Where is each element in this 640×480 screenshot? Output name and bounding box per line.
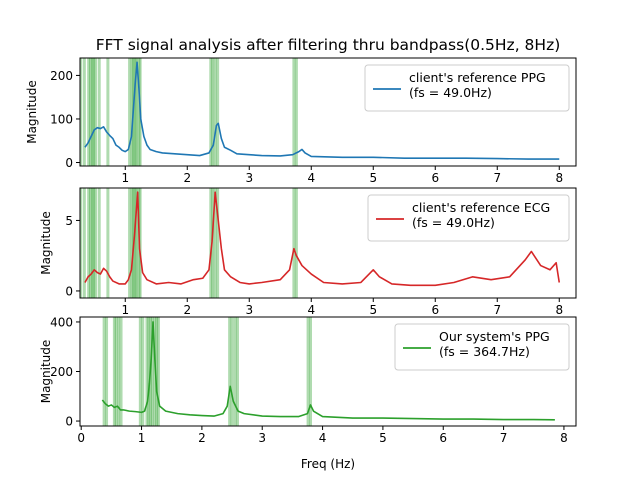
legend: client's reference ECG(fs = 49.0Hz): [367, 194, 570, 242]
axes-frame: [79, 57, 577, 167]
series-line: [84, 191, 561, 287]
y-axis-label: Magnitude: [39, 211, 53, 275]
x-tick-label: 3: [258, 431, 266, 445]
y-tick-label: 0: [65, 156, 73, 170]
legend: client's reference PPG(fs = 49.0Hz): [364, 64, 570, 112]
x-tick-label: 3: [245, 171, 253, 185]
x-tick-label: 4: [319, 431, 327, 445]
x-tick-label: 6: [431, 171, 439, 185]
x-tick-label: 4: [307, 303, 315, 317]
y-tick-label: 200: [50, 69, 73, 83]
y-axis-label: Magnitude: [25, 80, 39, 144]
x-tick-label: 5: [369, 171, 377, 185]
y-tick-label: 400: [50, 315, 73, 329]
y-tick-label: 200: [50, 365, 73, 379]
legend-label: (fs = 49.0Hz): [409, 85, 492, 100]
subplot-2: 1 2 3 4 5 6 7 8 0 5 Magnitude client's reference EC…: [39, 187, 577, 317]
legend-label: client's reference ECG: [412, 200, 550, 215]
peak-band-group: [80, 58, 298, 166]
x-tick-label: 8: [555, 303, 563, 317]
x-tick-label: 2: [183, 171, 191, 185]
peak-band-group: [102, 317, 313, 426]
series-line: [101, 321, 555, 421]
y-tick-label: 100: [50, 112, 73, 126]
x-tick-label: 1: [121, 171, 129, 185]
legend-box: [364, 64, 570, 112]
x-tick-label: 8: [555, 171, 563, 185]
x-tick-label: 7: [493, 303, 501, 317]
legend-label: Our system's PPG: [439, 329, 550, 344]
x-tick-label: 5: [379, 431, 387, 445]
y-tick-label: 0: [65, 284, 73, 298]
x-tick-label: 3: [245, 303, 253, 317]
y-tick-label: 5: [65, 214, 73, 228]
x-tick-label: 8: [560, 431, 568, 445]
x-tick-label: 4: [307, 171, 315, 185]
x-axis-label: Freq (Hz): [301, 457, 355, 471]
x-tick-label: 6: [439, 431, 447, 445]
x-tick-label: 2: [198, 431, 206, 445]
x-tick-label: 7: [500, 431, 508, 445]
x-tick-label: 6: [431, 303, 439, 317]
y-tick-label: 0: [65, 415, 73, 429]
legend: Our system's PPG(fs = 364.7Hz): [394, 323, 570, 371]
subplot-3: 0 1 2 3 4 5 6 7 8 0 200 400 Magnitude Our system's PP…: [39, 315, 577, 445]
x-tick-label: 1: [121, 303, 129, 317]
x-tick-label: 7: [493, 171, 501, 185]
x-tick-label: 0: [77, 431, 85, 445]
peak-band-group: [80, 188, 298, 298]
x-tick-label: 5: [369, 303, 377, 317]
legend-label: (fs = 49.0Hz): [412, 215, 495, 230]
y-axis-label: Magnitude: [39, 340, 53, 404]
x-tick-label: 2: [183, 303, 191, 317]
legend-label: (fs = 364.7Hz): [439, 344, 530, 359]
legend-box: [367, 194, 570, 242]
x-tick-label: 1: [138, 431, 146, 445]
figure-title: FFT signal analysis after filtering thru…: [96, 36, 561, 54]
legend-box: [394, 323, 570, 371]
legend-label: client's reference PPG: [409, 70, 546, 85]
axes-frame: [79, 187, 577, 299]
subplot-1: 1 2 3 4 5 6 7 8 0 100 200 Magnitude client's referen…: [25, 57, 577, 185]
series-line: [84, 61, 560, 160]
